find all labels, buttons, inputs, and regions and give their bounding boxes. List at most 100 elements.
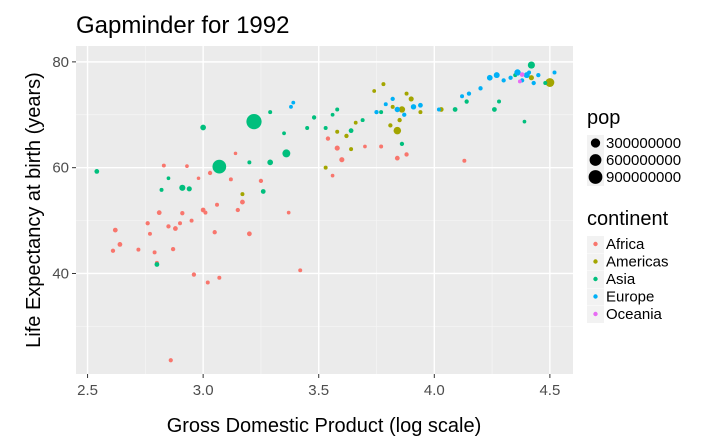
data-point-africa	[339, 157, 345, 163]
data-point-asia	[452, 107, 458, 112]
data-point-americas	[240, 192, 245, 197]
data-point-asia	[282, 131, 286, 136]
data-point-asia	[179, 184, 186, 191]
data-point-asia	[166, 176, 171, 181]
color-legend-label: Americas	[606, 254, 669, 271]
color-legend-label: Oceania	[606, 306, 663, 323]
data-point-americas	[528, 75, 534, 81]
y-tick-label: 60	[52, 160, 69, 177]
data-point-europe	[402, 112, 407, 117]
data-point-asia	[330, 112, 335, 117]
data-point-europe	[486, 74, 493, 81]
data-point-americas	[398, 106, 406, 113]
data-point-asia	[360, 118, 365, 123]
data-point-africa	[205, 280, 210, 285]
data-point-europe	[478, 86, 483, 91]
data-point-asia	[267, 159, 274, 166]
data-point-africa	[215, 202, 220, 207]
data-point-africa	[185, 164, 189, 168]
color-legend-dot	[593, 259, 598, 264]
data-point-africa	[298, 268, 303, 273]
data-point-americas	[545, 78, 555, 87]
data-point-asia	[212, 159, 227, 174]
data-point-asia	[522, 119, 527, 124]
color-legend-dot	[593, 276, 598, 282]
y-axis-label: Life Expectancy at birth (years)	[23, 72, 45, 348]
size-legend-dot	[590, 138, 601, 148]
data-point-africa	[212, 230, 217, 235]
data-point-africa	[152, 250, 157, 255]
data-point-europe	[394, 106, 401, 113]
data-point-europe	[291, 100, 296, 105]
y-tick-label: 40	[52, 265, 69, 282]
data-point-asia	[200, 124, 206, 131]
data-point-asia	[399, 141, 405, 147]
data-point-africa	[161, 163, 166, 168]
data-point-africa	[112, 227, 118, 233]
data-point-africa	[240, 199, 245, 205]
color-legend-dot	[593, 294, 598, 299]
data-point-africa	[235, 207, 240, 213]
data-point-europe	[466, 91, 472, 96]
data-point-africa	[180, 211, 185, 216]
data-point-asia	[247, 160, 252, 165]
data-point-europe	[436, 107, 441, 112]
data-point-africa	[228, 177, 233, 182]
size-legend-label: 300000000	[606, 135, 681, 152]
data-point-africa	[203, 210, 208, 215]
data-point-asia	[260, 189, 266, 194]
data-point-asia	[246, 114, 262, 130]
x-tick-label: 4.0	[424, 382, 445, 399]
data-point-europe	[531, 80, 536, 86]
data-point-asia	[379, 110, 384, 115]
data-point-africa	[207, 170, 213, 176]
data-point-africa	[166, 224, 171, 229]
data-point-africa	[334, 145, 340, 151]
x-tick-label: 3.0	[193, 382, 214, 399]
data-point-africa	[170, 246, 176, 252]
size-legend-title: pop	[587, 107, 620, 129]
data-point-africa	[258, 178, 264, 184]
color-legend-label: Europe	[606, 289, 654, 306]
data-point-americas	[390, 104, 395, 109]
data-point-asia	[543, 81, 548, 86]
data-point-asia	[492, 107, 497, 112]
data-point-africa	[191, 272, 197, 277]
x-tick-label: 4.5	[539, 382, 560, 399]
data-point-africa	[404, 152, 409, 157]
data-point-europe	[501, 78, 506, 83]
data-point-americas	[344, 133, 349, 139]
color-legend-label: Africa	[606, 236, 645, 253]
data-point-americas	[381, 82, 386, 87]
data-point-oceania	[519, 72, 525, 77]
size-legend-label: 900000000	[606, 169, 681, 186]
color-legend: continent AfricaAmericasAsiaEuropeOceani…	[587, 208, 669, 323]
chart-title: Gapminder for 1992	[76, 12, 289, 39]
data-point-africa	[330, 173, 335, 178]
color-legend-dot	[593, 241, 598, 247]
x-tick-label: 3.5	[308, 382, 329, 399]
data-point-europe	[289, 104, 293, 109]
data-point-europe	[514, 69, 521, 76]
data-point-europe	[536, 72, 541, 78]
size-legend-dot	[589, 154, 602, 166]
data-point-asia	[527, 61, 535, 69]
data-point-africa	[233, 151, 238, 156]
data-point-americas	[353, 120, 358, 125]
color-legend-title: continent	[587, 208, 669, 230]
data-point-europe	[493, 72, 500, 79]
data-point-africa	[325, 136, 331, 141]
data-point-americas	[393, 126, 402, 135]
size-legend-dot	[588, 170, 603, 184]
data-point-africa	[246, 231, 252, 237]
data-point-europe	[552, 70, 557, 75]
data-point-europe	[527, 70, 532, 75]
data-point-africa	[168, 358, 173, 363]
y-axis-ticks: 40 60 80	[52, 54, 76, 282]
data-point-americas	[397, 117, 402, 123]
data-point-africa	[173, 226, 178, 231]
data-point-africa	[363, 144, 367, 149]
x-tick-label: 2.5	[77, 382, 98, 399]
data-point-americas	[408, 96, 414, 102]
